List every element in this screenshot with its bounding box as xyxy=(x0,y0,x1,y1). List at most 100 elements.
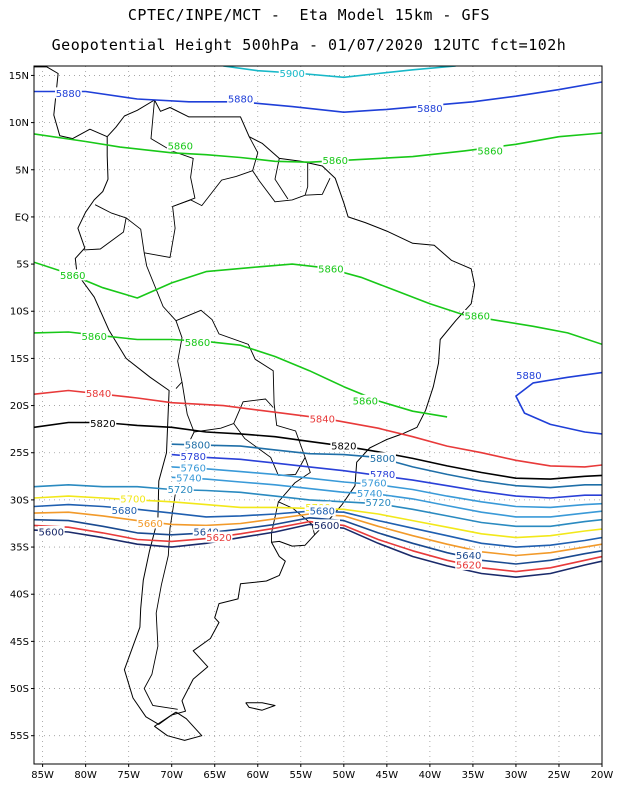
contour-label-bg xyxy=(455,549,483,561)
contour-label-bg xyxy=(184,439,211,451)
lon-tick-label: 25W xyxy=(548,770,571,781)
lat-tick-label: 15S xyxy=(10,354,29,365)
contour-labels: 5900 5880 5880 5880 5880 5860 5860 5860 5860 5860… xyxy=(37,67,543,571)
contour-label: 5640 xyxy=(456,551,481,562)
contour-label-bg xyxy=(515,369,543,381)
lat-tick-label: 5S xyxy=(16,260,29,271)
contour-label-bg xyxy=(89,417,117,429)
contour-label-bg xyxy=(330,440,358,452)
latitude-axis: 15N 10N 5N EQ 5S 10S 15S 20S 25S 30S 35S 40S 45S 50S 5… xyxy=(9,71,34,742)
contour-label-bg xyxy=(37,525,65,537)
contour-5740 xyxy=(171,476,602,518)
contour-label-bg xyxy=(351,394,379,406)
country-border xyxy=(233,423,306,476)
contour-label: 5900 xyxy=(279,69,304,80)
lat-tick-label: EQ xyxy=(15,212,29,223)
contour-label: 5840 xyxy=(310,414,335,425)
contour-label: 5860 xyxy=(477,146,502,157)
contour-label: 5800 xyxy=(370,454,395,465)
lat-tick-label: 40S xyxy=(10,590,29,601)
lon-tick-label: 20W xyxy=(591,770,614,781)
contour-label-bg xyxy=(308,505,336,517)
lon-tick-label: 40W xyxy=(419,770,442,781)
contour-label: 5820 xyxy=(331,442,356,453)
contour-label-bg xyxy=(308,412,336,424)
contour-label: 5860 xyxy=(185,338,210,349)
lon-tick-label: 75W xyxy=(117,770,140,781)
contour-label-bg xyxy=(227,93,254,105)
lon-tick-label: 85W xyxy=(31,770,54,781)
contour-label-bg xyxy=(119,492,147,504)
coastline-and-borders xyxy=(34,66,476,741)
contour-label: 5700 xyxy=(120,494,145,505)
contour-label-bg xyxy=(369,452,396,464)
contour-label-bg xyxy=(369,468,396,480)
country-border xyxy=(175,320,183,389)
contour-label-bg xyxy=(356,487,384,499)
contour-label-bg xyxy=(80,330,108,342)
lon-tick-label: 35W xyxy=(462,770,485,781)
coastline xyxy=(74,99,476,725)
contour-label: 5780 xyxy=(370,470,395,481)
contour-label-bg xyxy=(463,309,491,321)
lat-tick-label: 10S xyxy=(10,307,29,318)
lat-tick-label: 30S xyxy=(10,495,29,506)
contour-label: 5860 xyxy=(353,396,378,407)
contour-label-bg xyxy=(321,154,349,166)
lon-tick-label: 50W xyxy=(333,770,356,781)
contour-label: 5740 xyxy=(357,489,382,500)
contour-label: 5600 xyxy=(314,521,339,532)
contour-5860 xyxy=(34,132,602,163)
contour-5600 xyxy=(34,523,602,578)
map-subtitle: Geopotential Height 500hPa - 01/07/2020 … xyxy=(51,36,567,54)
contour-label-bg xyxy=(179,461,207,473)
lat-tick-label: 45S xyxy=(10,637,29,648)
contour-label: 5620 xyxy=(456,560,481,571)
contour-label: 5760 xyxy=(361,478,386,489)
lat-tick-label: 5N xyxy=(15,165,29,176)
height-contours xyxy=(34,66,602,578)
contour-label-bg xyxy=(179,450,207,462)
contour-label-bg xyxy=(175,472,203,484)
contour-label: 5860 xyxy=(322,156,347,167)
contour-5820 xyxy=(34,421,602,480)
contour-label: 5880 xyxy=(56,89,81,100)
contour-label-bg xyxy=(59,269,87,281)
contour-label: 5880 xyxy=(228,95,253,106)
coastline xyxy=(154,711,203,741)
contour-label: 5740 xyxy=(176,474,201,485)
contour-label: 5860 xyxy=(60,271,85,282)
country-border xyxy=(125,217,145,253)
contour-label-bg xyxy=(476,144,504,156)
contour-label: 5880 xyxy=(516,371,541,382)
contour-label: 5860 xyxy=(318,264,343,275)
country-border xyxy=(144,170,331,259)
lon-tick-label: 65W xyxy=(203,770,226,781)
contour-label-bg xyxy=(416,102,444,114)
country-border xyxy=(248,136,259,171)
contour-5840 xyxy=(34,389,602,468)
contour-label: 5820 xyxy=(90,419,115,430)
contour-label-bg xyxy=(364,496,392,508)
lon-tick-label: 55W xyxy=(289,770,312,781)
lat-tick-label: 50S xyxy=(10,684,29,695)
contour-label-bg xyxy=(455,558,483,570)
contour-label: 5780 xyxy=(180,452,205,463)
contour-label: 5680 xyxy=(310,507,335,518)
lon-tick-label: 45W xyxy=(376,770,399,781)
contour-label-bg xyxy=(166,140,194,152)
contour-label-bg xyxy=(360,476,388,488)
country-border xyxy=(150,99,196,207)
contour-label: 5860 xyxy=(82,332,107,343)
lat-tick-label: 55S xyxy=(10,731,29,742)
country-border xyxy=(83,204,127,251)
country-border xyxy=(304,163,309,196)
contour-label-bg xyxy=(166,483,194,495)
contour-5900 xyxy=(223,66,456,79)
contour-5640 xyxy=(34,517,602,565)
country-border xyxy=(143,252,316,535)
coastline xyxy=(34,66,108,140)
contour-5760 xyxy=(171,466,602,509)
contour-label: 5860 xyxy=(464,311,489,322)
